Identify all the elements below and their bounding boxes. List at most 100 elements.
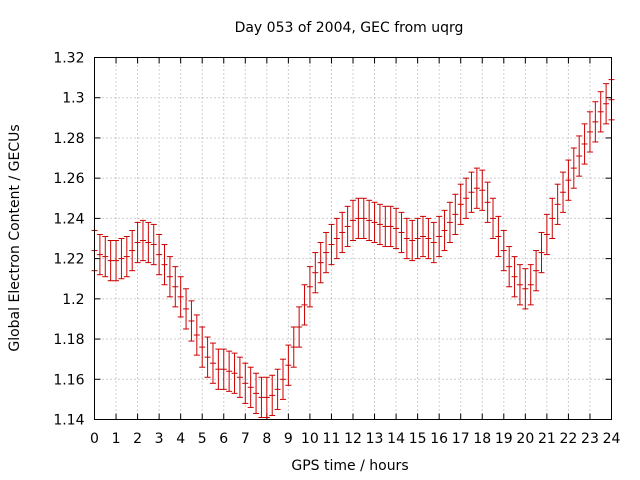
- data-point: [177, 276, 184, 318]
- y-tick-label: 1.14: [53, 413, 84, 429]
- data-point: [231, 352, 238, 394]
- x-tick-label: 10: [301, 431, 319, 447]
- data-point: [484, 181, 491, 223]
- y-tick-label: 1.24: [53, 211, 84, 227]
- data-point: [150, 223, 157, 266]
- data-point: [96, 233, 103, 276]
- data-point: [317, 242, 324, 284]
- data-point: [323, 231, 330, 274]
- x-tick-label: 5: [198, 431, 207, 447]
- data-point: [134, 221, 141, 264]
- data-point: [161, 244, 168, 286]
- x-axis-label: GPS time / hours: [291, 458, 408, 474]
- x-tick-label: 13: [366, 431, 384, 447]
- x-tick-label: 19: [495, 431, 513, 447]
- x-tick-label: 12: [344, 431, 362, 447]
- data-point: [414, 217, 421, 260]
- data-point: [333, 217, 340, 260]
- x-tick-label: 16: [430, 431, 448, 447]
- data-point: [570, 147, 577, 189]
- data-point: [565, 159, 572, 201]
- y-axis-label: Global Electron Content / GECUs: [7, 124, 23, 351]
- data-point: [118, 238, 125, 280]
- chart-title: Day 053 of 2004, GEC from uqrg: [235, 20, 464, 36]
- data-point: [586, 111, 593, 153]
- x-tick-label: 23: [581, 431, 599, 447]
- y-tick-label: 1.3: [62, 91, 84, 107]
- x-tick-label: 22: [560, 431, 578, 447]
- data-point: [490, 197, 497, 239]
- x-tick-label: 8: [262, 431, 271, 447]
- data-point: [479, 169, 486, 211]
- data-point: [242, 362, 249, 404]
- data-point: [473, 167, 480, 209]
- data-point: [312, 252, 319, 294]
- data-point: [533, 250, 540, 292]
- x-tick-label: 0: [90, 431, 99, 447]
- data-point: [226, 350, 233, 392]
- data-point: [436, 215, 443, 258]
- x-tick-labels: 0 1 2 3 4 5 6 7 8 9 10 11 12 13 14 15 16 17 18 19 20 21 22 23 24: [90, 431, 620, 447]
- x-tick-label: 21: [538, 431, 556, 447]
- data-point: [393, 207, 400, 250]
- data-point: [382, 205, 389, 248]
- y-tick-label: 1.26: [53, 171, 84, 187]
- data-point: [145, 221, 152, 264]
- x-tick-label: 6: [219, 431, 228, 447]
- data-point: [156, 233, 163, 276]
- data-point: [279, 358, 286, 400]
- x-tick-label: 1: [112, 431, 121, 447]
- data-point: [522, 268, 529, 310]
- data-point: [387, 205, 394, 248]
- data-point: [403, 217, 410, 260]
- data-point: [172, 266, 179, 308]
- data-point: [253, 372, 260, 414]
- x-tick-label: 24: [603, 431, 621, 447]
- x-tick-label: 2: [133, 431, 142, 447]
- data-point: [420, 215, 427, 258]
- y-tick-label: 1.18: [53, 332, 84, 348]
- data-point: [376, 203, 383, 246]
- data-point: [188, 300, 195, 342]
- data-points: [91, 79, 615, 418]
- data-point: [516, 264, 523, 306]
- y-tick-labels: 1.14 1.16 1.18 1.2 1.22 1.24 1.26 1.28 1.3 1.32: [53, 51, 84, 429]
- data-point: [344, 205, 351, 248]
- y-tick-label: 1.16: [53, 372, 84, 388]
- data-point: [500, 229, 507, 272]
- data-point: [199, 326, 206, 368]
- data-point: [538, 231, 545, 274]
- data-point: [452, 193, 459, 235]
- data-point: [290, 326, 297, 368]
- data-point: [576, 135, 583, 177]
- data-point: [139, 219, 146, 262]
- data-point: [166, 256, 173, 298]
- data-point: [285, 344, 292, 386]
- data-point: [296, 306, 303, 348]
- plot-frame: [94, 57, 612, 420]
- data-point: [603, 83, 610, 125]
- data-point: [371, 201, 378, 244]
- data-point: [468, 171, 475, 213]
- data-point: [543, 213, 550, 256]
- data-point: [549, 197, 556, 239]
- data-point: [446, 201, 453, 244]
- y-tick-label: 1.28: [53, 131, 84, 147]
- x-tick-label: 11: [323, 431, 341, 447]
- data-point: [328, 223, 335, 266]
- data-point: [107, 240, 114, 282]
- data-point: [398, 211, 405, 254]
- x-tick-label: 9: [284, 431, 293, 447]
- data-point: [183, 288, 190, 330]
- data-point: [269, 374, 276, 416]
- data-point: [560, 171, 567, 213]
- data-point: [236, 356, 243, 398]
- data-point: [581, 123, 588, 165]
- data-point: [258, 376, 265, 418]
- x-tick-label: 20: [516, 431, 534, 447]
- x-tick-label: 17: [452, 431, 470, 447]
- data-point: [597, 91, 604, 133]
- data-point: [360, 197, 367, 239]
- y-tick-label: 1.2: [62, 292, 84, 308]
